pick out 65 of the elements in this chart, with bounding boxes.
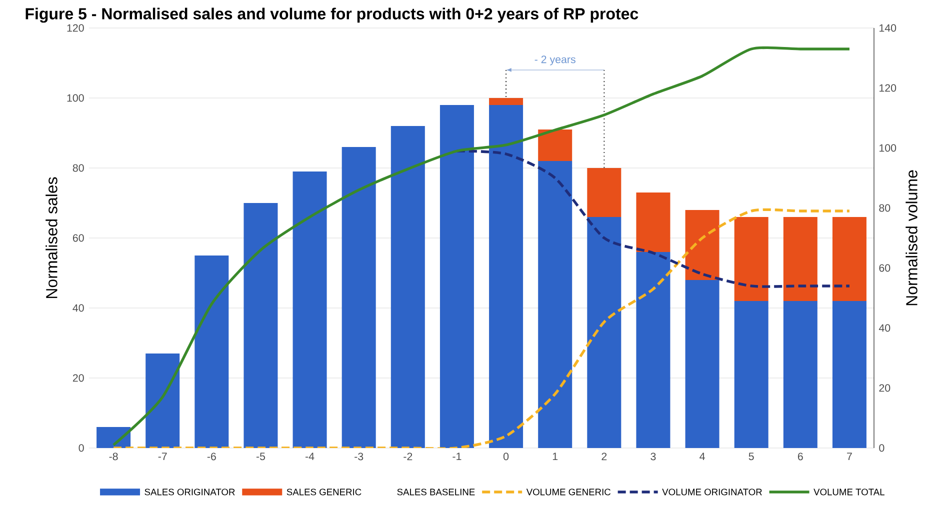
x-tick-label: -1 <box>452 452 462 460</box>
bar <box>783 300 818 448</box>
bar <box>538 129 572 161</box>
bar <box>440 104 474 448</box>
x-tick-label: -2 <box>404 452 412 460</box>
y2-tick-label: 60 <box>879 264 890 272</box>
bar <box>783 216 818 301</box>
y-axis-title: Normalised sales <box>46 177 58 298</box>
x-tick-label: 7 <box>847 452 852 460</box>
y-tick-label: 60 <box>72 234 84 242</box>
y2-tick-label: 80 <box>879 204 890 212</box>
bar <box>832 300 866 448</box>
bar <box>538 160 572 448</box>
legend-label: SALES ORIGINATOR <box>144 488 235 496</box>
legend-label: SALES GENERIC <box>286 488 362 496</box>
bar <box>587 216 622 448</box>
bar <box>489 98 524 105</box>
y2-tick-label: 0 <box>879 444 884 452</box>
legend-label: VOLUME ORIGINATOR <box>662 488 762 496</box>
y2-tick-label: 140 <box>880 24 896 32</box>
bar <box>734 300 768 448</box>
legend-label: VOLUME TOTAL <box>814 488 884 496</box>
y2-tick-label: 120 <box>880 84 896 92</box>
x-tick-label: -7 <box>158 452 167 460</box>
y2-tick-label: 100 <box>880 144 896 152</box>
bar <box>587 168 622 217</box>
x-tick-label: 3 <box>650 452 656 460</box>
bar <box>636 252 670 448</box>
bar <box>734 216 768 301</box>
text: SALES BASELINE <box>397 488 475 496</box>
bar <box>146 353 180 448</box>
bar <box>194 255 229 448</box>
legend-label: VOLUME GENERIC <box>526 488 611 496</box>
x-tick-label: 0 <box>503 452 509 460</box>
x-tick-label: -6 <box>207 452 216 460</box>
x-tick-label: 5 <box>748 452 754 460</box>
annotation: - 2 years <box>534 56 576 66</box>
y-tick-label: 0 <box>78 444 84 452</box>
x-tick-label: 2 <box>602 452 607 460</box>
x-tick-label: 4 <box>700 452 705 460</box>
bar <box>342 146 376 448</box>
bar <box>636 192 670 252</box>
x-tick-label: -4 <box>306 452 314 460</box>
bar <box>489 104 524 448</box>
y2-axis-title: Normalised volume <box>906 170 918 306</box>
bar <box>685 210 720 280</box>
chart-title: Figure 5 - Normalised sales and volume for products with 0+2 years of RP protec <box>26 8 638 23</box>
bar <box>292 171 327 448</box>
y-tick-label: 80 <box>72 164 84 172</box>
y-tick-label: 20 <box>72 374 84 382</box>
y2-tick-label: 40 <box>878 324 890 332</box>
x-tick-label: -5 <box>256 452 266 460</box>
x-tick-label: 1 <box>552 452 558 460</box>
bar <box>390 126 425 448</box>
x-tick-label: -8 <box>109 452 118 460</box>
y2-tick-label: 20 <box>879 384 890 392</box>
y-tick-label: 40 <box>72 304 84 312</box>
bar <box>832 216 866 301</box>
x-tick-label: -3 <box>354 452 364 460</box>
bar <box>685 280 720 448</box>
line-series <box>456 150 851 288</box>
x-tick-label: 6 <box>798 452 803 460</box>
y-tick-label: 120 <box>67 24 84 32</box>
y-tick-label: 100 <box>67 94 84 102</box>
bar <box>244 202 278 448</box>
